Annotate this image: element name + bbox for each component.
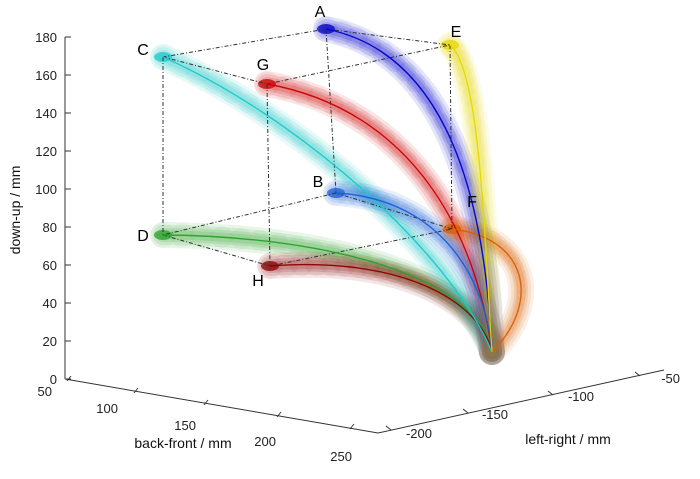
z-tick-label: 80 [43, 220, 57, 235]
y-tick-label: -150 [482, 407, 508, 422]
z-tick-label: 0 [50, 372, 57, 387]
corner-label-e: E [451, 24, 462, 41]
z-tick-label: 60 [43, 258, 57, 273]
cube-edge [162, 28, 327, 58]
x-tick-mark [276, 411, 282, 418]
x-tick-mark [66, 375, 72, 382]
cube-edge [449, 44, 453, 230]
cube-edge [325, 28, 451, 46]
x-tick-label: 250 [330, 449, 352, 464]
x-tick-label: 50 [38, 384, 52, 399]
trajectory-line-e [449, 44, 493, 353]
z-tick-label: 180 [35, 30, 57, 45]
trajectory-lines [162, 28, 522, 353]
z-tick-label: 100 [35, 182, 57, 197]
corner-label-d: D [137, 228, 149, 245]
cube-edge [335, 192, 453, 230]
z-tick-label: 20 [43, 334, 57, 349]
tube-layer [150, 16, 535, 365]
y-tick-label: -100 [568, 389, 594, 404]
corner-label-h: H [252, 273, 264, 290]
cube-edge [269, 228, 453, 267]
x-axis-line [64, 378, 379, 434]
y-tick-mark [385, 425, 392, 431]
z-axis-title: down-up / mm [7, 166, 23, 255]
y-tick-label: -50 [661, 371, 680, 386]
cube-edge [266, 83, 271, 267]
label-layer: A B C D E F G H [137, 4, 477, 290]
z-tick-label: 140 [35, 106, 57, 121]
x-tick-label: 200 [254, 434, 276, 449]
trajectory-line-f [451, 228, 522, 353]
x-axis-title: back-front / mm [134, 435, 231, 451]
x-tick-label: 100 [96, 401, 118, 416]
y-axis-title: left-right / mm [525, 431, 611, 447]
y-tick-mark [547, 390, 554, 396]
z-tick-label: 40 [43, 296, 57, 311]
y-tick-label: -200 [406, 426, 432, 441]
trajectory-line-d [162, 234, 493, 353]
corner-label-b: B [313, 174, 324, 191]
cube-edge [162, 234, 271, 267]
corner-label-f: F [467, 194, 477, 211]
z-tick-label: 160 [35, 68, 57, 83]
y-tick-mark [634, 371, 641, 377]
trajectory-line-c [162, 56, 493, 353]
x-tick-label: 150 [174, 418, 196, 433]
corner-label-c: C [137, 42, 149, 59]
x-tick-mark [349, 423, 355, 430]
z-tick-label: 120 [35, 144, 57, 159]
y-tick-mark [462, 408, 469, 414]
cube-edges [162, 28, 453, 267]
x-tick-mark [133, 387, 139, 394]
x-tick-mark [203, 399, 209, 406]
trajectory-line-b [335, 192, 493, 353]
axes-layer: 0 20 40 60 80 100 120 140 160 180 down-up / mm 50 10… [7, 30, 680, 464]
corner-label-g: G [257, 57, 269, 74]
y-axis-line [377, 369, 665, 434]
cube-edge [266, 44, 451, 85]
corner-label-a: A [315, 4, 326, 21]
cube-edge [162, 192, 337, 236]
trajectory-line-h [269, 263, 493, 353]
